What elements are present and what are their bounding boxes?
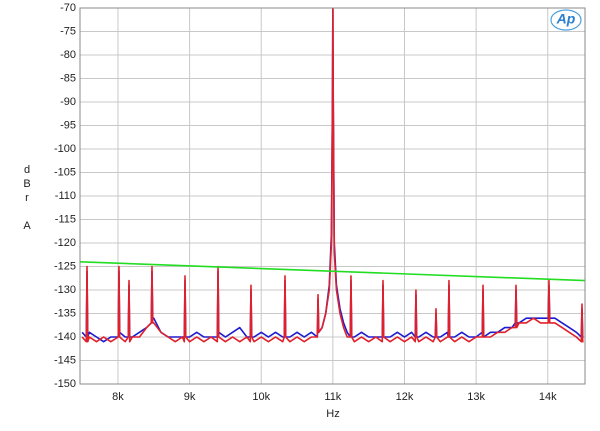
- y-tick-label: -135: [54, 307, 76, 319]
- y-tick-label: -140: [54, 331, 76, 343]
- series-line: [81, 8, 584, 343]
- y-tick-label: -120: [54, 237, 76, 249]
- x-tick-label: 14k: [539, 391, 557, 403]
- logo: Ap: [550, 9, 582, 31]
- y-tick-label: -105: [54, 166, 76, 178]
- y-tick-label: -90: [60, 96, 76, 108]
- plot-frame: [79, 7, 586, 385]
- x-tick-label: 13k: [467, 391, 485, 403]
- x-tick-label: 8k: [112, 391, 124, 403]
- y-tick-label: -100: [54, 143, 76, 155]
- y-axis-label: A: [23, 220, 31, 232]
- y-axis-label: r: [25, 192, 29, 204]
- y-tick-label: -80: [60, 49, 76, 61]
- x-tick-label: 12k: [396, 391, 414, 403]
- plot: [80, 8, 585, 343]
- y-tick-label: -125: [54, 260, 76, 272]
- logo-text: Ap: [556, 11, 576, 27]
- y-tick-label: -110: [55, 190, 76, 202]
- series-line: [80, 261, 585, 282]
- x-tick-label: 11k: [324, 391, 341, 403]
- x-tick-label: 9k: [184, 391, 196, 403]
- y-tick-label: -145: [54, 354, 76, 366]
- logo-ring: [550, 9, 582, 31]
- y-tick-label: -85: [60, 72, 76, 84]
- x-tick-label: 10k: [252, 391, 270, 403]
- y-tick-label: -115: [55, 213, 76, 225]
- y-tick-label: -130: [54, 284, 76, 296]
- y-tick-label: -150: [54, 378, 76, 390]
- x-axis-label: Hz: [326, 408, 339, 420]
- y-tick-label: -95: [60, 119, 76, 131]
- y-axis-label: B: [23, 178, 30, 190]
- y-tick-label: -70: [60, 2, 76, 14]
- y-axis-label: d: [24, 164, 30, 176]
- y-tick-label: -75: [60, 25, 76, 37]
